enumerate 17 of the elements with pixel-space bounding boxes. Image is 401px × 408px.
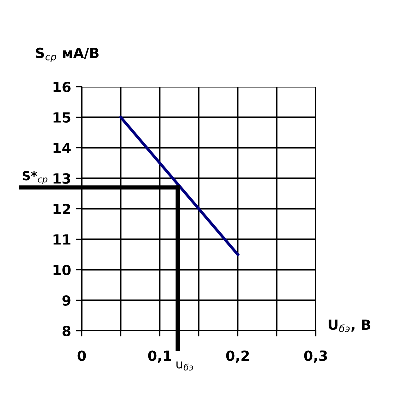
y-tick-label: 14 <box>54 143 71 154</box>
ref-line-label: u$_{бэ}$ <box>176 362 194 371</box>
y-tick-label: 11 <box>54 234 71 245</box>
y-tick-label: 16 <box>54 82 71 92</box>
x-tick-label: 0,3 <box>304 350 328 363</box>
x-tick-label: 0 <box>78 350 86 362</box>
y-tick-label: 9 <box>62 295 71 306</box>
y-axis-title: S$_{ср}$ мА/В <box>36 48 99 63</box>
y-tick-label: 10 <box>54 264 71 276</box>
x-tick-label: 0,2 <box>226 350 250 363</box>
y-tick-label: 13 <box>54 173 70 184</box>
x-tick-label: 0,1 <box>148 350 172 363</box>
y-tick-label: 15 <box>54 112 71 123</box>
ref-line-label: S*$_{ср}$ <box>22 171 48 184</box>
y-tick-label: 12 <box>54 204 70 214</box>
y-tick-label: 8 <box>62 326 71 336</box>
x-axis-title: U$_{бэ}$, В <box>328 320 371 332</box>
